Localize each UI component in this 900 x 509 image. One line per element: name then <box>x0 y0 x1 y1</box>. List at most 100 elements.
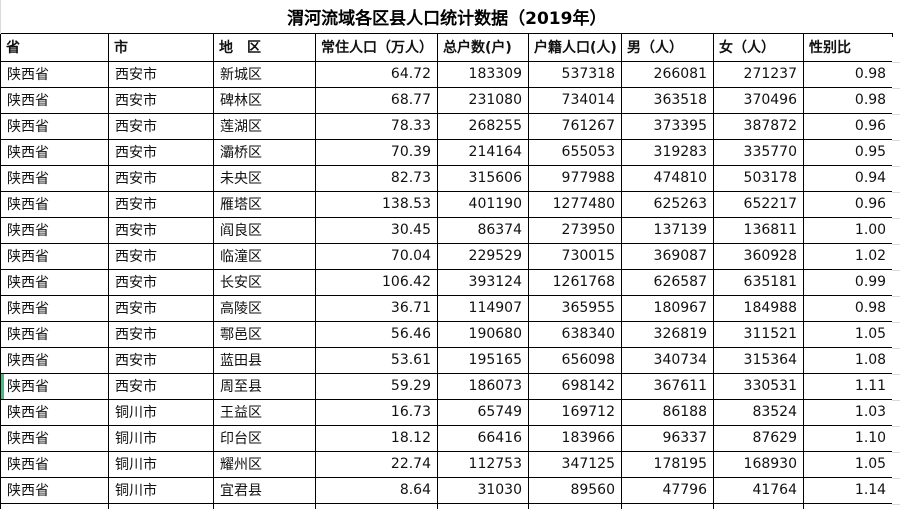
cell[interactable]: 西安市 <box>108 242 214 270</box>
column-header[interactable]: 户籍人口(人) <box>528 32 622 62</box>
cell[interactable]: 82.73 <box>315 164 438 192</box>
cell[interactable]: 268255 <box>437 112 529 140</box>
cell[interactable]: 0.99 <box>802 268 894 296</box>
cell[interactable]: 319283 <box>621 138 714 166</box>
cell[interactable]: 铜川市 <box>108 424 214 452</box>
cell[interactable]: 0.95 <box>802 138 894 166</box>
cell[interactable]: 65749 <box>437 398 529 426</box>
cell[interactable]: 1.02 <box>802 242 894 270</box>
cell[interactable]: 临潼区 <box>213 242 316 270</box>
cell[interactable]: 1261768 <box>528 268 622 296</box>
cell[interactable]: 360928 <box>713 242 804 270</box>
cell[interactable]: 47796 <box>621 476 714 504</box>
cell[interactable]: 183309 <box>437 60 529 88</box>
cell[interactable]: 86374 <box>437 216 529 244</box>
cell[interactable]: 190680 <box>437 320 529 348</box>
cell[interactable]: 83524 <box>713 398 804 426</box>
cell[interactable]: 陕西省 <box>0 190 109 218</box>
cell[interactable]: 138.53 <box>315 190 438 218</box>
cell[interactable]: 陕西省 <box>0 346 109 374</box>
cell[interactable] <box>108 502 214 509</box>
cell[interactable]: 陕西省 <box>0 60 109 88</box>
cell[interactable]: 0.98 <box>802 294 894 322</box>
cell[interactable]: 70.04 <box>315 242 438 270</box>
cell[interactable]: 229529 <box>437 242 529 270</box>
cell[interactable]: 186073 <box>437 372 529 400</box>
cell[interactable]: 30.45 <box>315 216 438 244</box>
cell[interactable]: 635181 <box>713 268 804 296</box>
cell[interactable]: 陕西省 <box>0 112 109 140</box>
cell[interactable]: 266081 <box>621 60 714 88</box>
cell[interactable]: 1.10 <box>802 424 894 452</box>
cell[interactable]: 0.98 <box>802 86 894 114</box>
cell[interactable]: 86188 <box>621 398 714 426</box>
cell[interactable]: 1.08 <box>802 346 894 374</box>
cell[interactable]: 0.96 <box>802 190 894 218</box>
cell[interactable]: 西安市 <box>108 346 214 374</box>
cell[interactable]: 638340 <box>528 320 622 348</box>
cell[interactable] <box>802 502 894 509</box>
cell[interactable]: 330531 <box>713 372 804 400</box>
cell[interactable] <box>213 502 316 509</box>
cell[interactable]: 西安市 <box>108 138 214 166</box>
cell[interactable]: 169712 <box>528 398 622 426</box>
cell[interactable]: 112753 <box>437 450 529 478</box>
cell[interactable]: 625263 <box>621 190 714 218</box>
cell[interactable]: 626587 <box>621 268 714 296</box>
cell[interactable]: 未央区 <box>213 164 316 192</box>
column-header[interactable]: 市 <box>108 32 214 62</box>
cell[interactable]: 474810 <box>621 164 714 192</box>
cell[interactable]: 高陵区 <box>213 294 316 322</box>
cell[interactable]: 326819 <box>621 320 714 348</box>
cell[interactable]: 铜川市 <box>108 476 214 504</box>
column-header[interactable]: 常住人口（万人） <box>315 32 438 62</box>
cell[interactable]: 8.64 <box>315 476 438 504</box>
column-header[interactable]: 地 区 <box>213 32 316 62</box>
cell[interactable]: 503178 <box>713 164 804 192</box>
cell[interactable]: 761267 <box>528 112 622 140</box>
cell[interactable]: 陕西省 <box>0 216 109 244</box>
cell[interactable]: 西安市 <box>108 112 214 140</box>
cell[interactable]: 陕西省 <box>0 86 109 114</box>
cell[interactable]: 96337 <box>621 424 714 452</box>
cell[interactable]: 56.46 <box>315 320 438 348</box>
cell[interactable]: 0.94 <box>802 164 894 192</box>
cell[interactable]: 莲湖区 <box>213 112 316 140</box>
cell[interactable]: 西安市 <box>108 294 214 322</box>
cell[interactable]: 730015 <box>528 242 622 270</box>
cell[interactable]: 鄠邑区 <box>213 320 316 348</box>
cell[interactable]: 宜君县 <box>213 476 316 504</box>
cell[interactable]: 陕西省 <box>0 294 109 322</box>
cell[interactable]: 印台区 <box>213 424 316 452</box>
cell[interactable]: 89560 <box>528 476 622 504</box>
cell[interactable]: 陕西省 <box>0 268 109 296</box>
cell[interactable]: 315364 <box>713 346 804 374</box>
cell[interactable]: 西安市 <box>108 216 214 244</box>
cell[interactable]: 16.73 <box>315 398 438 426</box>
cell[interactable]: 363518 <box>621 86 714 114</box>
cell[interactable]: 31030 <box>437 476 529 504</box>
cell[interactable]: 西安市 <box>108 60 214 88</box>
cell[interactable]: 315606 <box>437 164 529 192</box>
cell[interactable]: 53.61 <box>315 346 438 374</box>
cell[interactable]: 231080 <box>437 86 529 114</box>
cell[interactable]: 铜川市 <box>108 398 214 426</box>
cell[interactable]: 64.72 <box>315 60 438 88</box>
cell[interactable]: 陕西省 <box>0 372 109 400</box>
cell[interactable] <box>0 502 109 509</box>
cell[interactable]: 537318 <box>528 60 622 88</box>
cell[interactable]: 656098 <box>528 346 622 374</box>
cell[interactable]: 311521 <box>713 320 804 348</box>
cell[interactable]: 393124 <box>437 268 529 296</box>
cell[interactable]: 401190 <box>437 190 529 218</box>
cell[interactable]: 长安区 <box>213 268 316 296</box>
cell[interactable] <box>621 502 714 509</box>
column-header[interactable]: 女（人） <box>713 32 804 62</box>
cell[interactable]: 340734 <box>621 346 714 374</box>
cell[interactable]: 18.12 <box>315 424 438 452</box>
cell[interactable]: 西安市 <box>108 190 214 218</box>
cell[interactable]: 阎良区 <box>213 216 316 244</box>
cell[interactable]: 1277480 <box>528 190 622 218</box>
cell[interactable]: 734014 <box>528 86 622 114</box>
cell[interactable]: 周至县 <box>213 372 316 400</box>
